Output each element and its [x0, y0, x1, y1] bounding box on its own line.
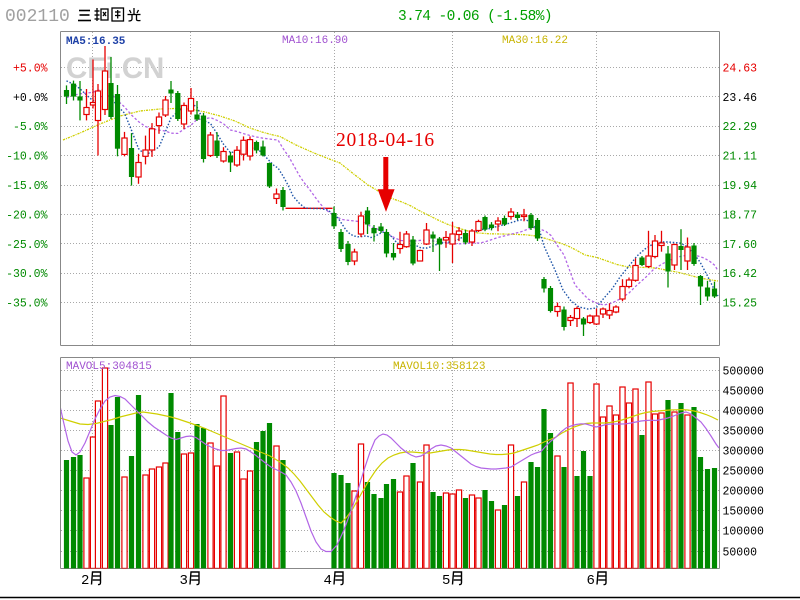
svg-text:400000: 400000: [723, 406, 765, 419]
svg-text:50000: 50000: [723, 547, 758, 560]
svg-text:-25.0%: -25.0%: [6, 239, 48, 252]
svg-text:CFi.CN: CFi.CN: [66, 52, 164, 85]
svg-text:MA30:16.22: MA30:16.22: [502, 35, 568, 47]
svg-text:MA5:16.35: MA5:16.35: [66, 36, 126, 48]
svg-text:22.29: 22.29: [723, 121, 758, 134]
svg-text:-35.0%: -35.0%: [6, 298, 48, 311]
svg-text:6: 6: [587, 573, 595, 589]
svg-text:2018-04-16: 2018-04-16: [336, 130, 435, 151]
svg-text:2: 2: [81, 573, 89, 589]
svg-text:150000: 150000: [723, 506, 765, 519]
svg-text:3.74 -0.06 (-1.58%): 3.74 -0.06 (-1.58%): [398, 9, 552, 25]
svg-text:-5.0%: -5.0%: [13, 121, 48, 134]
svg-text:16.42: 16.42: [723, 268, 758, 281]
svg-text:-30.0%: -30.0%: [6, 268, 48, 281]
svg-text:21.11: 21.11: [723, 151, 758, 164]
svg-text:19.94: 19.94: [723, 180, 758, 193]
svg-text:200000: 200000: [723, 486, 765, 499]
svg-text:15.25: 15.25: [723, 298, 758, 311]
svg-text:350000: 350000: [723, 426, 765, 439]
svg-text:5: 5: [442, 573, 450, 589]
svg-text:250000: 250000: [723, 466, 765, 479]
svg-text:18.77: 18.77: [723, 209, 758, 222]
svg-text:002110: 002110: [5, 7, 70, 27]
svg-text:450000: 450000: [723, 386, 765, 399]
svg-text:300000: 300000: [723, 446, 765, 459]
svg-text:+5.0%: +5.0%: [13, 62, 48, 75]
svg-text:+0.0%: +0.0%: [13, 92, 48, 105]
svg-text:-10.0%: -10.0%: [6, 151, 48, 164]
svg-text:-15.0%: -15.0%: [6, 180, 48, 193]
svg-text:24.63: 24.63: [723, 62, 758, 75]
svg-text:MAVOL5:304815: MAVOL5:304815: [66, 361, 152, 373]
svg-text:100000: 100000: [723, 526, 765, 539]
svg-text:3: 3: [180, 573, 188, 589]
svg-text:4: 4: [324, 573, 332, 589]
svg-text:MA10:16.90: MA10:16.90: [282, 35, 348, 47]
svg-text:-20.0%: -20.0%: [6, 209, 48, 222]
svg-text:23.46: 23.46: [723, 92, 758, 105]
svg-text:17.60: 17.60: [723, 239, 758, 252]
svg-text:500000: 500000: [723, 366, 765, 379]
svg-text:MAVOL10:358123: MAVOL10:358123: [393, 361, 485, 373]
